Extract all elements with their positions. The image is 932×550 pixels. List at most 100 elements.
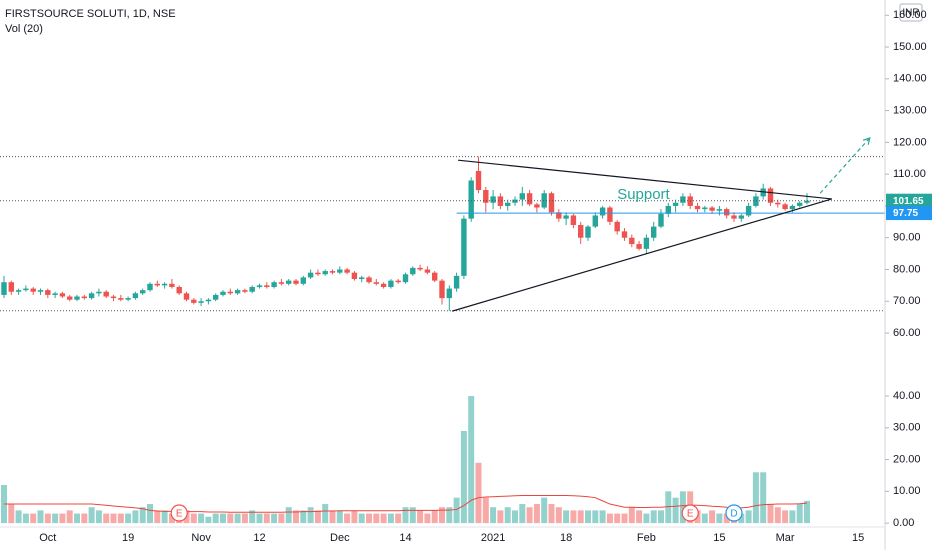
volume-bar (307, 507, 314, 524)
volume-bar (533, 504, 540, 524)
x-tick-label: Mar (776, 532, 795, 544)
volume-bar (417, 510, 424, 524)
volume-bar (439, 507, 445, 524)
volume-bar (161, 510, 168, 524)
y2-tick-label: 40.00 (893, 390, 921, 402)
y-tick-label: 80.00 (893, 263, 921, 275)
y2-tick-label: 0.00 (893, 517, 914, 529)
volume-bar (482, 497, 489, 524)
volume-bar (271, 513, 278, 524)
annotation: Support (617, 186, 670, 203)
volume-bar (59, 513, 66, 524)
volume-bar (752, 472, 759, 524)
candle-body (446, 288, 452, 299)
candle-body (724, 209, 730, 216)
volume-bar (293, 510, 299, 524)
chart-title: FIRSTSOURCE SOLUTI, 1D, NSE (5, 8, 176, 20)
x-tick-label: 18 (560, 532, 572, 544)
candle-body (665, 205, 671, 214)
volume-bar (117, 513, 124, 524)
volume-bar (52, 513, 59, 524)
volume-bar (424, 513, 431, 524)
candle-body (103, 291, 109, 297)
y-tick-label: 60.00 (893, 327, 921, 339)
trendline (452, 198, 832, 312)
volume-bar (774, 507, 781, 524)
candle-body (461, 218, 467, 276)
candle-body (658, 213, 664, 227)
volume-bar (241, 513, 248, 524)
candle-body (585, 226, 591, 238)
volume-bar (234, 513, 241, 524)
x-tick-label: Nov (191, 532, 211, 544)
candle-body (300, 277, 306, 284)
volume-bar (453, 497, 460, 524)
y-tick-label: 160.00 (893, 9, 927, 21)
volume-bar (555, 507, 562, 524)
candle-body (534, 204, 540, 208)
volume-bar (220, 513, 226, 524)
volume-bar (606, 513, 613, 524)
candle-body (519, 193, 525, 200)
candle-body (147, 283, 153, 291)
volume-bar (526, 507, 533, 524)
event-marker[interactable] (725, 504, 743, 522)
currency-box[interactable] (899, 3, 923, 22)
volume-bar (74, 513, 80, 524)
candle-body (37, 290, 44, 292)
candle-body (118, 298, 124, 300)
candle-body (307, 272, 314, 278)
volume-bar (789, 510, 796, 524)
event-label: D (730, 509, 737, 520)
candle-body (154, 283, 160, 286)
x-tick-label: 15 (852, 532, 864, 544)
volume-bar (541, 497, 548, 524)
volume-bar (285, 507, 292, 524)
volume-bar (665, 491, 672, 524)
candle-body (256, 285, 263, 287)
candle-body (96, 291, 102, 294)
volume-bar (329, 510, 336, 524)
candle-body (234, 290, 241, 294)
volume-bar (81, 513, 88, 524)
candle-body (198, 301, 204, 303)
y-tick-label: 90.00 (893, 232, 921, 244)
candle-body (402, 274, 409, 283)
candle-body (125, 298, 131, 300)
candle-body (753, 196, 759, 206)
volume-bar (300, 510, 307, 524)
candle-body (694, 205, 701, 210)
candle-body (74, 296, 80, 300)
candle-body (23, 288, 29, 291)
candle-body (432, 272, 438, 281)
volume-bar (468, 396, 475, 524)
x-tick-label: 14 (399, 532, 411, 544)
volume-bar (796, 504, 803, 524)
x-tick-label: 15 (713, 532, 725, 544)
x-tick-label: 2021 (481, 532, 505, 544)
y-tick-label: 120.00 (893, 136, 927, 148)
candle-body (468, 180, 474, 219)
y2-tick-label: 20.00 (893, 453, 921, 465)
candle-body (227, 291, 233, 294)
event-marker[interactable] (681, 504, 699, 522)
y-tick-label: 140.00 (893, 73, 927, 85)
candle-body (417, 267, 423, 270)
candle-body (804, 200, 810, 203)
candle-body (220, 291, 226, 295)
volume-bar (745, 510, 752, 524)
volume-bar (636, 510, 643, 524)
volume-bar (110, 513, 117, 524)
candle-body (745, 205, 752, 216)
indicator-label: Vol (20) (5, 23, 43, 35)
candle-body (512, 199, 518, 203)
volume-bar (409, 507, 416, 524)
y-tick-label: 110.00 (893, 168, 926, 180)
candle-body (570, 215, 577, 225)
price-tag-label: 97.75 (893, 208, 918, 219)
candle-body (322, 271, 328, 275)
event-marker[interactable] (170, 504, 188, 522)
candle-body (1, 282, 7, 295)
currency[interactable]: INR (902, 8, 919, 19)
volume-bar (548, 504, 555, 524)
